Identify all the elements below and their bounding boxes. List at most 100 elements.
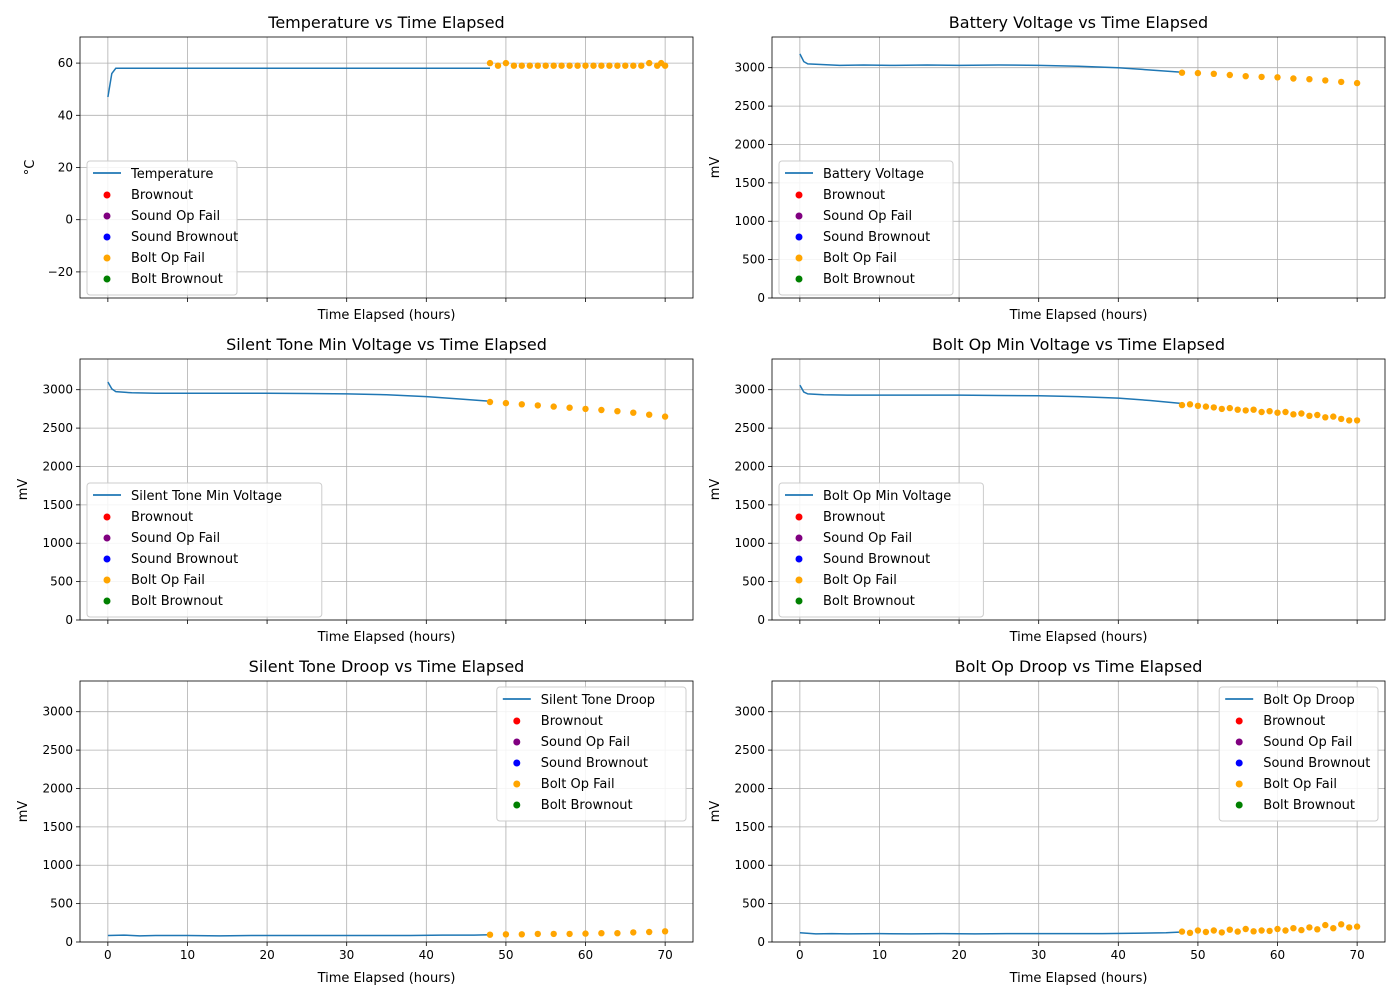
y-tick-label: −20	[48, 265, 73, 279]
bolt-op-fail-point	[550, 930, 557, 938]
y-tick-label: 2500	[734, 99, 765, 113]
bolt-op-fail-point	[1298, 926, 1305, 934]
bolt-op-fail-point	[1306, 412, 1313, 419]
x-tick-label: 70	[657, 948, 672, 962]
bolt-op-fail-point	[1226, 926, 1234, 933]
bolt-op-fail-point	[534, 930, 541, 938]
bolt-op-fail-point	[1226, 404, 1234, 412]
axes-frame	[79, 358, 694, 621]
subplot-title: Bolt Op Droop vs Time Elapsed	[955, 657, 1203, 676]
bolt-op-fail-point	[1178, 928, 1186, 935]
bolt-op-fail-point	[1210, 70, 1218, 78]
bolt-op-fail-point	[1274, 925, 1281, 933]
y-tick-label: 20	[58, 161, 73, 175]
bolt-op-fail-point	[486, 59, 494, 67]
y-tick-label: 1500	[42, 820, 73, 834]
legend-label-series: Bolt Op Droop	[1263, 693, 1355, 708]
legend-marker-sound-brownout	[795, 233, 803, 241]
bolt-op-fail-point	[582, 62, 589, 69]
bolt-op-fail-point	[1282, 408, 1289, 416]
legend-marker-brownout	[1235, 717, 1243, 725]
bolt-op-fail-point	[590, 62, 597, 69]
bolt-op-fail-point	[534, 402, 541, 409]
bolt-op-fail-point	[1234, 406, 1241, 413]
legend-label-bolt-brownout: Bolt Brownout	[823, 594, 915, 609]
bolt-op-fail-point	[1298, 410, 1305, 417]
bolt-op-fail-point	[550, 403, 557, 410]
x-tick-label: 20	[259, 948, 274, 962]
bolt-op-fail-point	[518, 62, 525, 69]
bolt-op-fail-point	[661, 928, 669, 935]
bolt-op-fail-point	[622, 62, 629, 69]
legend-label-sound-op-fail: Sound Op Fail	[131, 209, 220, 224]
bolt-op-fail-point	[1353, 923, 1361, 930]
bolt-op-fail-point	[1202, 928, 1210, 936]
bolt-op-fail-point	[1330, 413, 1337, 420]
legend-marker-bolt-op-fail	[103, 576, 111, 584]
bolt-op-fail-point	[1306, 76, 1313, 83]
bolt-op-fail-point	[1194, 69, 1202, 77]
legend-marker-bolt-op-fail	[795, 576, 803, 584]
legend-marker-bolt-op-fail	[1235, 780, 1243, 788]
x-tick-label: 40	[419, 948, 434, 962]
bolt-op-fail-point	[566, 62, 573, 69]
legend-marker-bolt-brownout	[103, 275, 111, 283]
x-axis-label: Time Elapsed (hours)	[1009, 308, 1148, 323]
legend-marker-sound-brownout	[103, 555, 111, 563]
legend-marker-bolt-brownout	[103, 597, 111, 605]
legend-marker-sound-op-fail	[513, 738, 521, 746]
legend-marker-sound-op-fail	[1235, 738, 1243, 746]
y-tick-label: 2500	[42, 421, 73, 435]
bolt-op-fail-point	[1210, 404, 1218, 411]
legend-box	[778, 160, 954, 296]
legend-marker-bolt-brownout	[795, 597, 803, 605]
y-tick-label: 1500	[734, 176, 765, 190]
y-tick-label: 1500	[42, 498, 73, 512]
legend-box	[1218, 686, 1379, 822]
x-tick-label: 20	[951, 948, 966, 962]
y-tick-label: 3000	[734, 383, 765, 397]
bolt-op-fail-point	[646, 928, 653, 936]
y-tick-label: 40	[58, 108, 73, 122]
bolt-op-fail-point	[1178, 401, 1186, 409]
bolt-op-fail-point	[1266, 408, 1273, 415]
y-tick-label: 2000	[42, 781, 73, 795]
subplot-title: Silent Tone Min Voltage vs Time Elapsed	[226, 335, 547, 354]
legend-marker-bolt-brownout	[1235, 801, 1243, 809]
y-tick-label: 2500	[734, 421, 765, 435]
y-axis-label: mV	[16, 801, 31, 823]
bolt-op-fail-point	[1258, 408, 1265, 416]
legend-marker-sound-brownout	[103, 233, 111, 241]
legend-label-bolt-brownout: Bolt Brownout	[1263, 798, 1355, 813]
legend-label-sound-brownout: Sound Brownout	[131, 552, 238, 567]
bolt-op-fail-point	[661, 62, 669, 69]
axes-frame	[771, 36, 1386, 299]
legend: Silent Tone Droop Brownout Sound Op Fail So…	[496, 686, 687, 822]
legend-marker-bolt-brownout	[513, 801, 521, 809]
bolt-op-fail-point	[1194, 402, 1202, 409]
y-tick-label: 2000	[734, 781, 765, 795]
bolt-op-fail-point	[1218, 929, 1226, 936]
bolt-op-fail-point	[598, 930, 605, 937]
bolt-op-fail-point	[1346, 417, 1353, 424]
legend-marker-sound-op-fail	[103, 534, 111, 542]
bolt-op-fail-point	[1258, 73, 1265, 81]
bolt-op-fail-point	[502, 931, 510, 938]
bolt-op-fail-point	[1210, 927, 1218, 934]
series-line	[107, 381, 491, 402]
subplot-5: 0 10 20 30 40 50 60 70 0 500 1000 1500 2000 2500 3000 S…	[16, 657, 694, 986]
x-tick-label: 30	[339, 948, 354, 962]
legend-marker-bolt-op-fail	[103, 254, 111, 262]
bolt-op-fail-point	[1290, 925, 1297, 932]
legend: Bolt Op Droop Brownout Sound Op Fail Sound …	[1218, 686, 1379, 822]
bolt-op-fail-point	[510, 62, 518, 69]
legend-marker-brownout	[795, 513, 803, 521]
x-tick-label: 60	[578, 948, 593, 962]
subplot-title: Battery Voltage vs Time Elapsed	[949, 13, 1208, 32]
bolt-op-fail-point	[630, 409, 637, 416]
bolt-op-fail-point	[518, 401, 525, 408]
legend-marker-brownout	[513, 717, 521, 725]
legend-box	[778, 482, 984, 618]
y-tick-label: 2500	[734, 743, 765, 757]
y-tick-label: 0	[757, 613, 765, 627]
